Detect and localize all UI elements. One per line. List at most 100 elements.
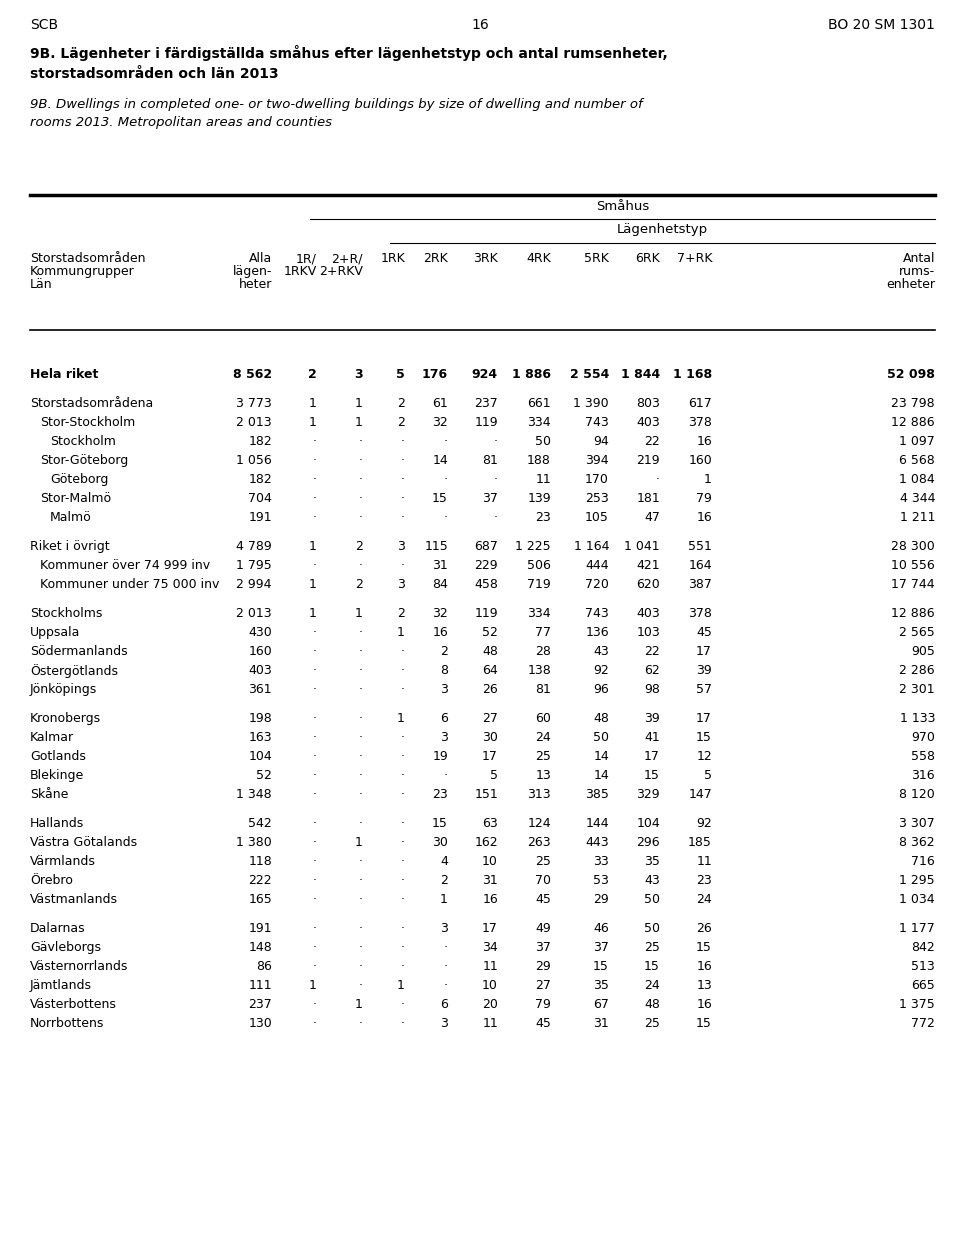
Text: 31: 31 [432,559,448,573]
Text: 48: 48 [482,645,498,658]
Text: 32: 32 [432,607,448,620]
Text: Stockholms: Stockholms [30,607,103,620]
Text: 1 133: 1 133 [900,712,935,725]
Text: 28 300: 28 300 [891,540,935,553]
Text: ·: · [401,787,405,801]
Text: 148: 148 [249,941,272,954]
Text: 37: 37 [482,492,498,505]
Text: Göteborg: Göteborg [50,473,108,486]
Text: 16: 16 [696,435,712,448]
Text: Småhus: Småhus [596,200,649,212]
Text: 378: 378 [688,607,712,620]
Text: 45: 45 [696,626,712,638]
Text: 23 798: 23 798 [892,397,935,410]
Text: 6 568: 6 568 [900,455,935,467]
Text: Norrbottens: Norrbottens [30,1017,105,1030]
Text: 17: 17 [696,712,712,725]
Text: 25: 25 [644,1017,660,1030]
Text: 24: 24 [696,893,712,905]
Text: 53: 53 [593,874,609,887]
Text: ·: · [359,1017,363,1030]
Text: 165: 165 [249,893,272,905]
Text: Södermanlands: Södermanlands [30,645,128,658]
Text: Örebro: Örebro [30,874,73,887]
Text: 1 886: 1 886 [512,368,551,381]
Text: 620: 620 [636,578,660,591]
Text: 1 097: 1 097 [900,435,935,448]
Text: 17: 17 [482,750,498,763]
Text: 34: 34 [482,941,498,954]
Text: 5RK: 5RK [584,252,609,265]
Text: 47: 47 [644,510,660,524]
Text: 17: 17 [696,645,712,658]
Text: ·: · [444,435,448,448]
Text: Riket i övrigt: Riket i övrigt [30,540,109,553]
Text: 115: 115 [424,540,448,553]
Text: 52: 52 [256,769,272,782]
Text: Stor-Göteborg: Stor-Göteborg [40,455,129,467]
Text: 92: 92 [696,817,712,830]
Text: ·: · [401,893,405,905]
Text: Kalmar: Kalmar [30,732,74,744]
Text: 263: 263 [527,836,551,850]
Text: 4 789: 4 789 [236,540,272,553]
Text: ·: · [401,473,405,486]
Text: 48: 48 [593,712,609,725]
Text: 6: 6 [440,999,448,1011]
Text: 743: 743 [586,607,609,620]
Text: 1RK: 1RK [380,252,405,265]
Text: ·: · [359,683,363,696]
Text: 70: 70 [535,874,551,887]
Text: 191: 191 [249,510,272,524]
Text: 12 886: 12 886 [892,416,935,428]
Text: 1 177: 1 177 [900,922,935,935]
Text: 542: 542 [249,817,272,830]
Text: 7+RK: 7+RK [677,252,712,265]
Text: 1: 1 [309,397,317,410]
Text: 4: 4 [440,854,448,868]
Text: 14: 14 [432,455,448,467]
Text: 31: 31 [482,874,498,887]
Text: 25: 25 [535,854,551,868]
Text: ·: · [359,874,363,887]
Text: 394: 394 [586,455,609,467]
Text: 2: 2 [440,874,448,887]
Text: 1: 1 [397,979,405,992]
Text: 2: 2 [397,607,405,620]
Text: 81: 81 [535,683,551,696]
Text: enheter: enheter [886,278,935,291]
Text: 41: 41 [644,732,660,744]
Text: 17 744: 17 744 [892,578,935,591]
Text: 198: 198 [249,712,272,725]
Text: 52 098: 52 098 [887,368,935,381]
Text: 33: 33 [593,854,609,868]
Text: 1 795: 1 795 [236,559,272,573]
Text: 104: 104 [249,750,272,763]
Text: 1RKV: 1RKV [284,265,317,278]
Text: 29: 29 [536,960,551,972]
Text: 1 034: 1 034 [900,893,935,905]
Text: 2 013: 2 013 [236,607,272,620]
Text: Kronobergs: Kronobergs [30,712,101,725]
Text: 15: 15 [593,960,609,972]
Text: 13: 13 [536,769,551,782]
Text: ·: · [444,960,448,972]
Text: 924: 924 [472,368,498,381]
Text: 222: 222 [249,874,272,887]
Text: 506: 506 [527,559,551,573]
Text: Gotlands: Gotlands [30,750,85,763]
Text: ·: · [494,473,498,486]
Text: 26: 26 [482,683,498,696]
Text: Storstadsområden: Storstadsområden [30,252,146,265]
Text: 84: 84 [432,578,448,591]
Text: ·: · [401,435,405,448]
Text: Gävleborgs: Gävleborgs [30,941,101,954]
Text: 1 844: 1 844 [621,368,660,381]
Text: 77: 77 [535,626,551,638]
Text: 147: 147 [688,787,712,801]
Text: 3 307: 3 307 [900,817,935,830]
Text: 513: 513 [911,960,935,972]
Text: ·: · [313,999,317,1011]
Text: 421: 421 [636,559,660,573]
Text: 103: 103 [636,626,660,638]
